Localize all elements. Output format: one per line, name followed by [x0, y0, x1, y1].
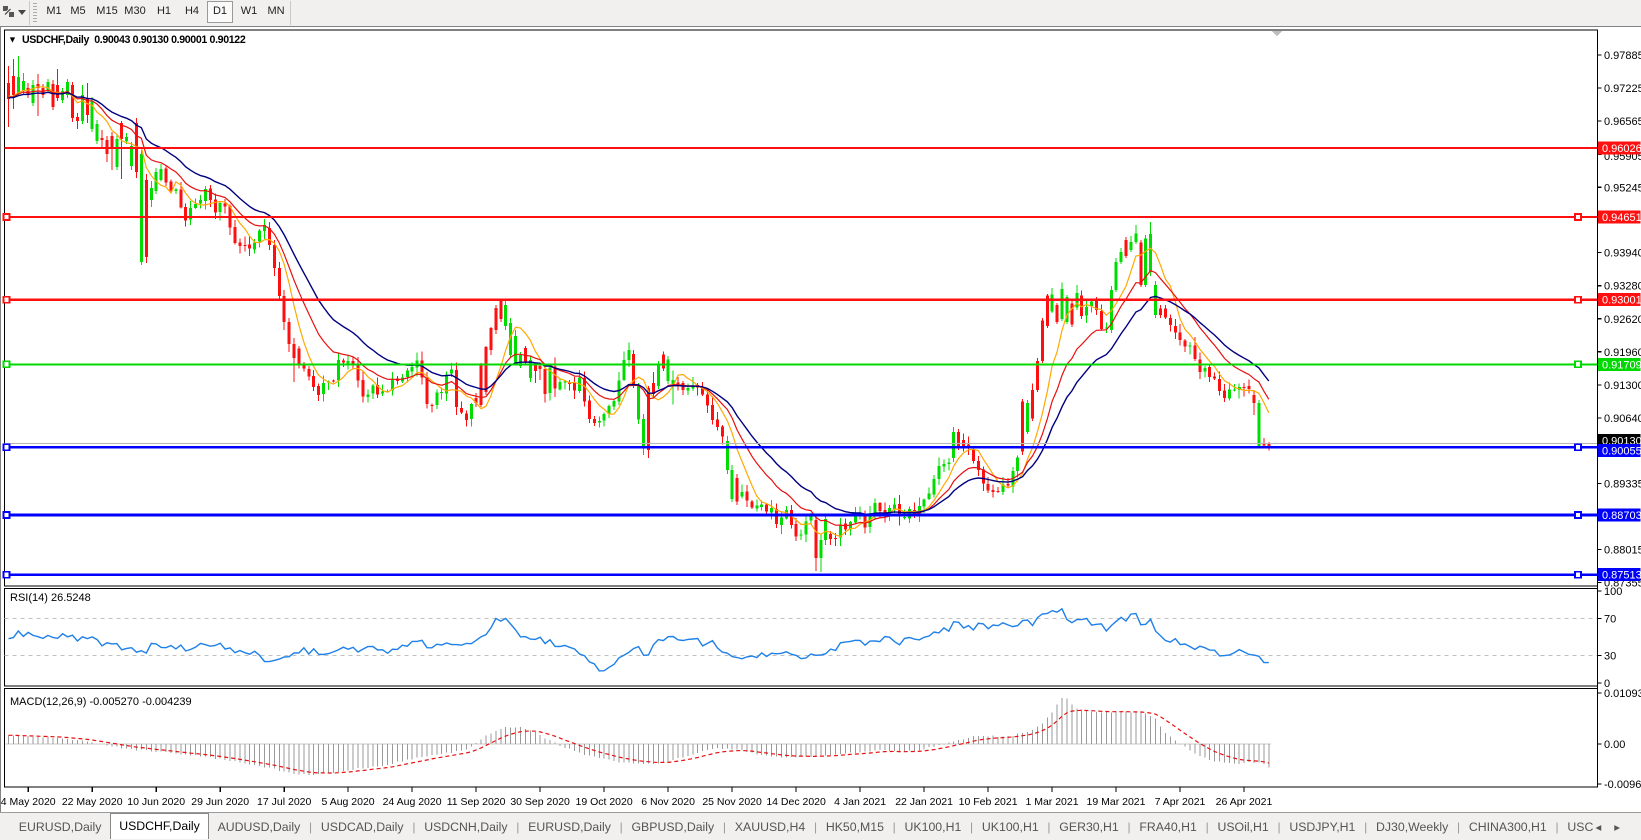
svg-text:MACD(12,26,9) -0.005270 -0.004: MACD(12,26,9) -0.005270 -0.004239 [10, 696, 192, 708]
svg-text:29 Jun 2020: 29 Jun 2020 [191, 796, 249, 808]
svg-text:0.96026: 0.96026 [1602, 143, 1641, 155]
svg-text:6 Nov 2020: 6 Nov 2020 [641, 796, 695, 808]
svg-text:0.91960: 0.91960 [1604, 347, 1641, 359]
svg-text:11 Sep 2020: 11 Sep 2020 [447, 796, 506, 808]
svg-text:25 Nov 2020: 25 Nov 2020 [702, 796, 762, 808]
svg-text:19 Mar 2021: 19 Mar 2021 [1087, 796, 1146, 808]
svg-text:30: 30 [1604, 650, 1616, 662]
svg-text:4 May 2020: 4 May 2020 [1, 796, 56, 808]
svg-text:30 Sep 2020: 30 Sep 2020 [510, 796, 570, 808]
svg-text:70: 70 [1604, 614, 1616, 626]
svg-text:19 Oct 2020: 19 Oct 2020 [575, 796, 632, 808]
svg-text:1 Mar 2021: 1 Mar 2021 [1025, 796, 1078, 808]
svg-text:0.97225: 0.97225 [1604, 83, 1641, 95]
svg-text:USDCHF,Daily 0.90043 0.90130: USDCHF,Daily 0.90043 0.90130 0.90001 0.9… [22, 34, 246, 46]
svg-text:0.92620: 0.92620 [1604, 314, 1641, 326]
svg-text:0.88015: 0.88015 [1604, 545, 1641, 557]
svg-text:0.91709: 0.91709 [1602, 359, 1641, 371]
svg-text:0.97885: 0.97885 [1604, 50, 1641, 62]
svg-text:7 Apr 2021: 7 Apr 2021 [1155, 796, 1206, 808]
svg-text:0.91300: 0.91300 [1604, 380, 1641, 392]
svg-text:0.93280: 0.93280 [1604, 281, 1641, 293]
svg-text:10 Jun 2020: 10 Jun 2020 [127, 796, 185, 808]
svg-text:17 Jul 2020: 17 Jul 2020 [257, 796, 311, 808]
svg-text:0.89335: 0.89335 [1604, 478, 1641, 490]
svg-text:0.95245: 0.95245 [1604, 182, 1641, 194]
svg-text:22 Jan 2021: 22 Jan 2021 [895, 796, 953, 808]
svg-text:0.90640: 0.90640 [1604, 413, 1641, 425]
svg-text:0.93940: 0.93940 [1604, 248, 1641, 260]
svg-text:10 Feb 2021: 10 Feb 2021 [959, 796, 1018, 808]
svg-text:0.94651: 0.94651 [1602, 212, 1641, 224]
svg-text:0.88703: 0.88703 [1602, 510, 1641, 522]
svg-text:0.93001: 0.93001 [1602, 295, 1641, 307]
svg-text:-0.009663: -0.009663 [1604, 779, 1641, 791]
svg-text:26 Apr 2021: 26 Apr 2021 [1216, 796, 1273, 808]
svg-text:0.96565: 0.96565 [1604, 116, 1641, 128]
svg-text:100: 100 [1604, 586, 1622, 598]
svg-text:14 Dec 2020: 14 Dec 2020 [766, 796, 826, 808]
svg-text:0.010933: 0.010933 [1604, 688, 1641, 700]
svg-text:4 Jan 2021: 4 Jan 2021 [834, 796, 886, 808]
svg-text:5 Aug 2020: 5 Aug 2020 [322, 796, 375, 808]
svg-text:▼: ▼ [8, 35, 17, 45]
svg-text:RSI(14) 26.5248: RSI(14) 26.5248 [10, 592, 91, 604]
svg-text:22 May 2020: 22 May 2020 [62, 796, 123, 808]
svg-text:24 Aug 2020: 24 Aug 2020 [383, 796, 442, 808]
svg-text:0.87513: 0.87513 [1602, 570, 1641, 582]
svg-text:0.00: 0.00 [1604, 739, 1625, 751]
svg-text:0.90055: 0.90055 [1602, 445, 1641, 457]
svg-text:0: 0 [1604, 678, 1610, 690]
